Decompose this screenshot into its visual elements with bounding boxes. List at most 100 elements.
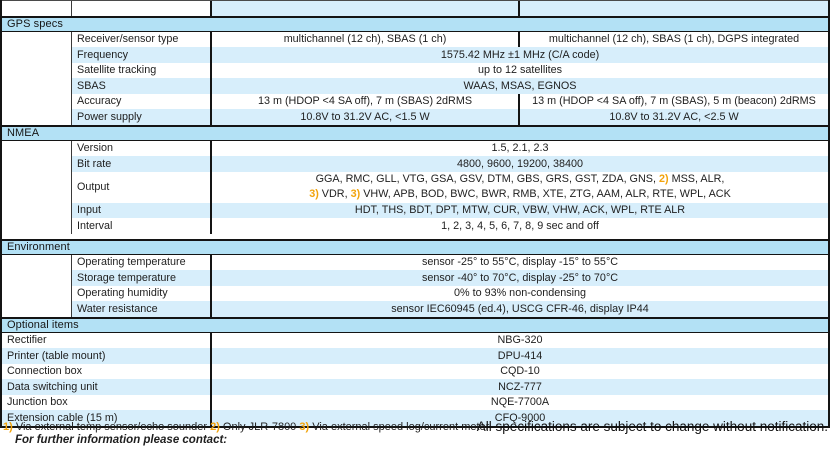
section-title: Environment	[7, 241, 70, 253]
spec-row-rectifier: Rectifier NBG-320	[2, 332, 828, 348]
spec-value: 0% to 93% non-condensing	[453, 287, 587, 300]
spec-label: SBAS	[72, 78, 212, 94]
spec-row-receiver-type: Receiver/sensor type multichannel (12 ch…	[2, 31, 828, 47]
spec-value-output-sentences: GGA, RMC, GLL, VTG, GSA, GSV, DTM, GBS, …	[212, 172, 828, 203]
section-header-gps-specs: GPS specs	[2, 15, 828, 32]
spec-row-input: Input HDT, THS, BDT, DPT, MTW, CUR, VBW,…	[2, 202, 828, 218]
spec-row-output: Output GGA, RMC, GLL, VTG, GSA, GSV, DTM…	[2, 171, 828, 203]
spec-row-water-resistance: Water resistance sensor IEC60945 (ed.4),…	[2, 301, 828, 317]
spec-label: Operating humidity	[72, 285, 212, 301]
spec-label: Junction box	[2, 394, 212, 410]
spec-label: Data switching unit	[2, 379, 212, 395]
spec-row-bit-rate: Bit rate 4800, 9600, 19200, 38400	[2, 156, 828, 172]
section-spacer	[2, 233, 828, 239]
footnote-marker-2: 2)	[210, 421, 220, 433]
spec-value: DPU-414	[212, 348, 828, 364]
spec-value: NBG-320	[497, 334, 543, 347]
spec-value-left: multichannel (12 ch), SBAS (1 ch)	[212, 31, 520, 47]
indent-cell	[2, 140, 72, 156]
spec-value: sensor -40° to 70°C, display -25° to 70°…	[212, 270, 828, 286]
spec-value: 1575.42 MHz ±1 MHz (C/A code)	[212, 47, 828, 63]
spec-row-junction-box: Junction box NQE-7700A	[2, 394, 828, 410]
spec-label: Version	[72, 140, 212, 156]
indent-cell	[2, 301, 72, 317]
spec-row-extension-cable: Extension cable (15 m) CFQ-9000	[2, 410, 828, 426]
footnote-text-1: Via external temp sensor/echo sounder	[12, 421, 211, 433]
spec-label: Water resistance	[72, 301, 212, 317]
spec-label: Input	[72, 202, 212, 218]
specifications-table: GPS specs Receiver/sensor type multichan…	[0, 0, 830, 428]
indent-cell	[2, 202, 72, 218]
section-header-optional-items: Optional items	[2, 316, 828, 333]
spec-row-printer: Printer (table mount) DPU-414	[2, 348, 828, 364]
spec-label: Connection box	[2, 363, 212, 379]
indent-cell	[2, 1, 72, 16]
spec-label: Operating temperature	[72, 254, 212, 270]
indent-cell	[2, 218, 72, 234]
output-line-2: 3) VDR, 3) VHW, APB, BOD, BWC, BWR, RMB,…	[309, 187, 731, 202]
spec-value: up to 12 satellites	[477, 64, 563, 77]
spec-value-left: 10.8V to 31.2V AC, <1.5 W	[212, 109, 520, 125]
spec-value: NCZ-777	[212, 379, 828, 395]
footnote-marker-3: 3)	[350, 188, 361, 200]
indent-cell	[2, 62, 72, 78]
spec-value: HDT, THS, BDT, DPT, MTW, CUR, VBW, VHW, …	[212, 202, 828, 218]
spec-label: Printer (table mount)	[2, 348, 212, 364]
spec-label: Rectifier	[2, 332, 212, 348]
footnote-marker-3: 3)	[299, 421, 310, 433]
sentence-list: MSS, ALR,	[668, 172, 725, 185]
cropped-top-row	[2, 0, 828, 16]
spec-label: Receiver/sensor type	[72, 31, 212, 47]
spec-value-left: 13 m (HDOP <4 SA off), 7 m (SBAS) 2dRMS	[212, 93, 520, 109]
spec-value-right: 13 m (HDOP <4 SA off), 7 m (SBAS), 5 m (…	[532, 95, 816, 108]
spec-label: Storage temperature	[72, 270, 212, 286]
spec-row-version: Version 1.5, 2.1, 2.3	[2, 140, 828, 156]
spec-row-power-supply: Power supply 10.8V to 31.2V AC, <1.5 W 1…	[2, 109, 828, 125]
spec-row-accuracy: Accuracy 13 m (HDOP <4 SA off), 7 m (SBA…	[2, 93, 828, 109]
spec-label: Accuracy	[72, 93, 212, 109]
spec-row-satellite-tracking: Satellite tracking up to 12 satellites	[2, 62, 828, 78]
value-cell	[520, 1, 828, 16]
spec-row-sbas: SBAS WAAS, MSAS, EGNOS	[2, 78, 828, 94]
spec-row-interval: Interval 1, 2, 3, 4, 5, 6, 7, 8, 9 sec a…	[2, 218, 828, 234]
indent-cell	[2, 270, 72, 286]
footnote-marker-3: 3)	[309, 188, 319, 200]
spec-value: 4800, 9600, 19200, 38400	[212, 156, 828, 172]
section-header-environment: Environment	[2, 238, 828, 255]
sentence-list: VHW, APB, BOD, BWC, BWR, RMB, XTE, ZTG, …	[360, 188, 731, 200]
indent-cell	[2, 109, 72, 125]
section-title: Optional items	[7, 319, 79, 331]
spec-row-storage-temperature: Storage temperature sensor -40° to 70°C,…	[2, 270, 828, 286]
spec-value: NQE-7700A	[490, 396, 550, 409]
spec-label: Output	[72, 171, 212, 203]
spec-row-connection-box: Connection box CQD-10	[2, 363, 828, 379]
spec-value: 1.5, 2.1, 2.3	[491, 142, 549, 155]
footnote-text-3: Via external speed log/current meter	[309, 421, 490, 433]
spec-label: Bit rate	[72, 156, 212, 172]
indent-cell	[2, 171, 72, 203]
spec-value: sensor -25° to 55°C, display -15° to 55°…	[421, 256, 619, 269]
label-cell	[72, 1, 212, 16]
spec-value: 1, 2, 3, 4, 5, 6, 7, 8, 9 sec and off	[441, 219, 599, 232]
sentence-list: GGA, RMC, GLL, VTG, GSA, GSV, DTM, GBS, …	[315, 172, 659, 185]
section-header-nmea: NMEA	[2, 124, 828, 141]
spec-label: Extension cable (15 m)	[2, 410, 212, 426]
indent-cell	[2, 93, 72, 109]
indent-cell	[2, 285, 72, 301]
indent-cell	[2, 47, 72, 63]
spec-label: Power supply	[72, 109, 212, 125]
spec-value: WAAS, MSAS, EGNOS	[212, 78, 828, 94]
footnote-text-2: Only JLR-7800	[219, 421, 300, 433]
footnote-marker-1: 1)	[3, 421, 13, 433]
spec-value: CFQ-9000	[212, 410, 828, 426]
spec-label: Frequency	[72, 47, 212, 63]
footnotes: 1) Via external temp sensor/echo sounder…	[3, 421, 489, 433]
section-title: GPS specs	[7, 18, 63, 30]
footnote-marker-2: 2)	[658, 172, 669, 185]
spec-value-right: 10.8V to 31.2V AC, <2.5 W	[520, 109, 828, 125]
indent-cell	[2, 31, 72, 47]
spec-row-frequency: Frequency 1575.42 MHz ±1 MHz (C/A code)	[2, 47, 828, 63]
spec-row-operating-humidity: Operating humidity 0% to 93% non-condens…	[2, 285, 828, 301]
spec-row-data-switching-unit: Data switching unit NCZ-777	[2, 379, 828, 395]
contact-note: For further information please contact:	[15, 434, 228, 446]
